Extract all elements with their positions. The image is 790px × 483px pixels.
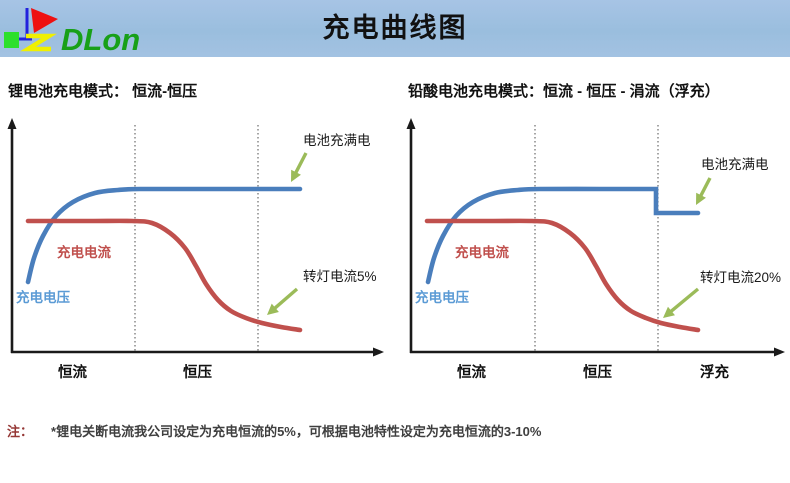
phase-label: 恒流 xyxy=(457,363,486,381)
curve-label: 充电电压 xyxy=(16,289,70,305)
phase-label: 恒压 xyxy=(583,363,612,381)
annotation-arrowhead-icon xyxy=(291,169,301,182)
chart-lithium: 充电电流充电电压 电池充满电转灯电流5% 恒流 恒压 xyxy=(0,108,395,400)
phase-label: 浮充 xyxy=(700,363,729,381)
x-axis-arrow-icon xyxy=(373,347,384,357)
logo-green-square xyxy=(4,32,19,48)
header-bar: DLon 充电曲线图 xyxy=(0,0,790,57)
annotation-arrowhead-icon xyxy=(663,306,675,318)
chart-title-lithium: 锂电池充电模式： 恒流-恒压 xyxy=(8,83,198,100)
current-curve xyxy=(25,218,303,333)
voltage-curve xyxy=(25,186,303,285)
voltage-curve xyxy=(425,186,701,285)
logo-z-stroke xyxy=(20,33,57,52)
y-axis-arrow-icon xyxy=(7,118,17,129)
curve-label: 充电电流 xyxy=(57,244,111,260)
curve-label: 充电电压 xyxy=(415,289,469,305)
chart-title-lead-acid: 铅酸电池充电模式：恒流 - 恒压 - 涓流（浮充） xyxy=(408,83,720,100)
phase-label: 恒流 xyxy=(58,363,87,381)
x-axis-arrow-icon xyxy=(774,347,785,357)
footnote-prefix: 注： xyxy=(7,424,34,439)
annotation-arrowhead-icon xyxy=(267,303,279,315)
annotation-label: 转灯电流5% xyxy=(303,269,377,284)
footnote-text: *锂电关断电流我公司设定为充电恒流的5%，可根据电池特性设定为充电恒流的3-10… xyxy=(51,424,542,439)
annotation-arrowhead-icon xyxy=(696,192,706,205)
phase-label: 恒压 xyxy=(183,363,212,381)
logo-text: DLon xyxy=(61,22,140,55)
annotation-arrow xyxy=(666,287,700,316)
footnote: 注： *锂电关断电流我公司设定为充电恒流的5%，可根据电池特性设定为充电恒流的3-… xyxy=(7,421,541,440)
company-logo: DLon xyxy=(4,8,140,55)
current-curve xyxy=(424,218,701,333)
annotation-arrow xyxy=(270,287,299,313)
chart-lead-acid: 充电电流充电电压 电池充满电转灯电流20% 恒流 恒压 浮充 xyxy=(395,108,790,400)
annotation-label: 电池充满电 xyxy=(303,133,371,148)
y-axis-arrow-icon xyxy=(406,118,416,129)
annotation-label: 电池充满电 xyxy=(701,157,769,172)
curve-label: 充电电流 xyxy=(455,244,509,260)
logo-flag-icon xyxy=(31,8,58,33)
page-title: 充电曲线图 xyxy=(322,13,468,43)
annotation-label: 转灯电流20% xyxy=(700,270,781,285)
